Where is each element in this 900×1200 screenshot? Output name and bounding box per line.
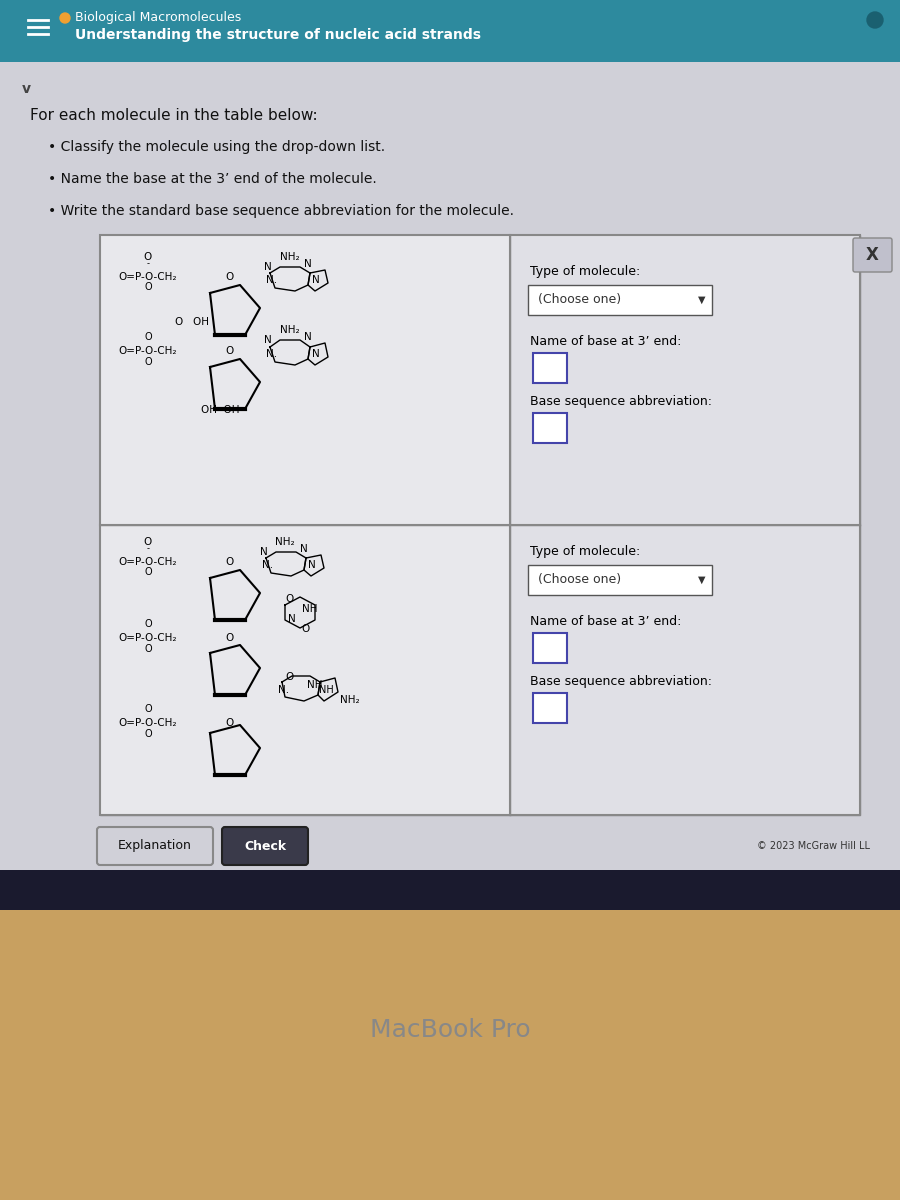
FancyBboxPatch shape	[0, 870, 900, 910]
Text: O=P-O-CH₂: O=P-O-CH₂	[118, 718, 176, 728]
Text: N: N	[304, 259, 312, 269]
Text: v: v	[22, 82, 31, 96]
Text: O: O	[144, 644, 152, 654]
Text: O: O	[225, 718, 233, 728]
Text: ▼: ▼	[698, 575, 706, 584]
Text: -: -	[147, 259, 149, 268]
Text: NH: NH	[307, 680, 323, 690]
Circle shape	[60, 13, 70, 23]
Text: OH  OH: OH OH	[201, 404, 239, 415]
FancyBboxPatch shape	[222, 827, 308, 865]
Text: O: O	[225, 634, 233, 643]
Text: • Write the standard base sequence abbreviation for the molecule.: • Write the standard base sequence abbre…	[48, 204, 514, 218]
Text: N: N	[264, 262, 272, 272]
Text: O: O	[225, 346, 233, 356]
Text: NH: NH	[302, 604, 318, 614]
Text: O=P-O-CH₂: O=P-O-CH₂	[118, 557, 176, 566]
Text: Base sequence abbreviation:: Base sequence abbreviation:	[530, 674, 712, 688]
Text: O: O	[286, 594, 294, 604]
FancyBboxPatch shape	[533, 634, 567, 662]
Text: Biological Macromolecules: Biological Macromolecules	[75, 12, 241, 24]
Text: Check: Check	[244, 840, 286, 852]
Text: N.: N.	[266, 275, 277, 284]
Text: O=P-O-CH₂: O=P-O-CH₂	[118, 634, 176, 643]
Text: O: O	[144, 704, 152, 714]
Text: O: O	[144, 566, 152, 577]
Text: O=P-O-CH₂: O=P-O-CH₂	[118, 272, 176, 282]
FancyBboxPatch shape	[528, 565, 712, 595]
FancyBboxPatch shape	[97, 827, 213, 865]
Text: (Choose one): (Choose one)	[538, 574, 621, 587]
Text: O: O	[144, 332, 152, 342]
Text: • Name the base at the 3’ end of the molecule.: • Name the base at the 3’ end of the mol…	[48, 172, 377, 186]
Text: -: -	[147, 544, 149, 553]
Text: O=P-O-CH₂: O=P-O-CH₂	[118, 346, 176, 356]
FancyBboxPatch shape	[100, 235, 510, 526]
Text: N: N	[260, 547, 268, 557]
Text: Explanation: Explanation	[118, 840, 192, 852]
FancyBboxPatch shape	[528, 284, 712, 314]
Text: O: O	[144, 358, 152, 367]
FancyBboxPatch shape	[510, 235, 860, 526]
Text: NH: NH	[319, 685, 333, 695]
FancyBboxPatch shape	[533, 353, 567, 383]
FancyBboxPatch shape	[533, 413, 567, 443]
FancyBboxPatch shape	[100, 526, 510, 815]
Text: NH₂: NH₂	[340, 695, 360, 704]
Text: N.: N.	[266, 349, 277, 359]
Text: N: N	[308, 560, 316, 570]
Text: (Choose one): (Choose one)	[538, 294, 621, 306]
Text: N: N	[264, 335, 272, 346]
Text: Type of molecule:: Type of molecule:	[530, 545, 640, 558]
Circle shape	[867, 12, 883, 28]
Text: NH₂: NH₂	[275, 538, 295, 547]
Text: N: N	[304, 332, 312, 342]
FancyBboxPatch shape	[0, 910, 900, 1200]
Text: © 2023 McGraw Hill LL: © 2023 McGraw Hill LL	[757, 841, 870, 851]
Text: Name of base at 3’ end:: Name of base at 3’ end:	[530, 335, 681, 348]
Text: O: O	[301, 624, 309, 634]
Text: O: O	[144, 282, 152, 292]
FancyBboxPatch shape	[853, 238, 892, 272]
Text: N: N	[312, 275, 319, 284]
FancyBboxPatch shape	[0, 62, 900, 932]
Text: NH₂: NH₂	[280, 252, 300, 262]
Text: O: O	[144, 252, 152, 262]
Text: N.: N.	[278, 685, 290, 695]
Text: NH₂: NH₂	[280, 325, 300, 335]
Text: Name of base at 3’ end:: Name of base at 3’ end:	[530, 614, 681, 628]
Text: N: N	[312, 349, 319, 359]
FancyBboxPatch shape	[0, 0, 900, 62]
FancyBboxPatch shape	[100, 235, 860, 815]
Text: For each molecule in the table below:: For each molecule in the table below:	[30, 108, 318, 122]
Text: O: O	[225, 272, 233, 282]
Text: O: O	[144, 728, 152, 739]
Text: Understanding the structure of nucleic acid strands: Understanding the structure of nucleic a…	[75, 28, 481, 42]
Text: N: N	[288, 614, 296, 624]
Text: Type of molecule:: Type of molecule:	[530, 265, 640, 278]
Text: Base sequence abbreviation:: Base sequence abbreviation:	[530, 395, 712, 408]
Text: MacBook Pro: MacBook Pro	[370, 1018, 530, 1042]
Text: N.: N.	[263, 560, 274, 570]
Text: O: O	[144, 538, 152, 547]
Text: X: X	[866, 246, 878, 264]
Text: O: O	[144, 619, 152, 629]
Text: O: O	[225, 557, 233, 566]
FancyBboxPatch shape	[510, 526, 860, 815]
Text: ▼: ▼	[698, 295, 706, 305]
FancyBboxPatch shape	[533, 692, 567, 722]
Text: • Classify the molecule using the drop-down list.: • Classify the molecule using the drop-d…	[48, 140, 385, 154]
Text: O   OH: O OH	[175, 317, 209, 326]
Text: N: N	[300, 544, 308, 554]
Text: O: O	[286, 672, 294, 682]
